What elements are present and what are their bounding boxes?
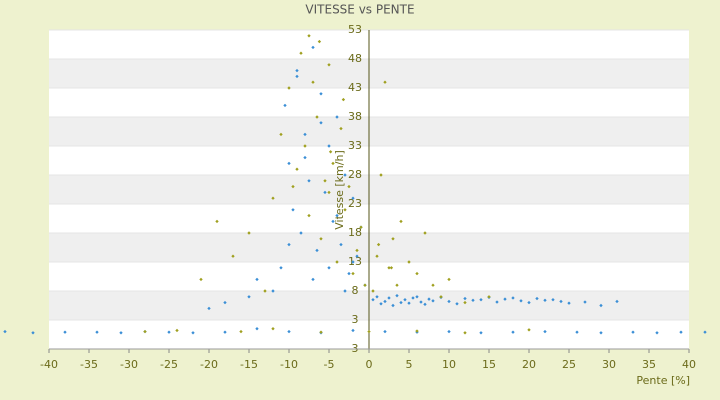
scatter-point [167, 330, 171, 334]
x-tick-label: -5 [324, 358, 335, 371]
y-tick-label: 43 [348, 81, 362, 94]
scatter-point [311, 45, 315, 50]
scatter-point [527, 300, 531, 305]
x-tick-label: 5 [406, 358, 413, 371]
scatter-point [311, 80, 315, 84]
x-tick-label: 15 [482, 358, 496, 371]
scatter-point [215, 219, 219, 224]
scatter-point [341, 97, 346, 102]
x-tick-label: -25 [160, 358, 178, 371]
scatter-point [599, 303, 603, 308]
scatter-point [175, 328, 179, 333]
y-axis-label: Vitesse [km/h] [333, 150, 346, 230]
y-tick-label: 3 [352, 313, 359, 326]
x-tick-label: 20 [522, 358, 536, 371]
scatter-point [191, 331, 195, 335]
scatter-point [315, 115, 319, 119]
scatter-point [535, 296, 539, 301]
y-tick-label: 18 [348, 226, 362, 239]
scatter-point [223, 330, 227, 334]
scatter-point [543, 329, 547, 334]
x-tick-label: 0 [366, 358, 373, 371]
y-tick-label: 38 [348, 110, 362, 123]
scatter-point [255, 277, 259, 282]
scatter-point [143, 329, 147, 334]
scatter-point [255, 327, 259, 331]
scatter-point [247, 295, 251, 299]
scatter-point [287, 86, 291, 90]
x-tick-label: -15 [240, 358, 258, 371]
x-tick-label: 10 [442, 358, 456, 371]
scatter-point [339, 126, 343, 131]
y-tick-label: 53 [348, 23, 362, 36]
x-tick-label: -30 [120, 358, 138, 371]
scatter-point [559, 299, 563, 304]
y-tick-label: 48 [348, 52, 362, 65]
scatter-point [615, 299, 619, 304]
scatter-point [383, 80, 387, 84]
scatter-point [295, 68, 299, 73]
scatter-point [223, 300, 227, 305]
chart-title: VITESSE vs PENTE [305, 3, 414, 17]
x-tick-label: 25 [562, 358, 576, 371]
scatter-point [299, 51, 303, 55]
y-tick-label: 28 [348, 168, 362, 181]
scatter-point [239, 329, 243, 334]
x-tick-label: -40 [40, 358, 58, 371]
y-tick-label: 23 [348, 197, 362, 210]
scatter-point [199, 277, 203, 282]
scatter-point [335, 115, 339, 119]
x-axis-label: Pente [%] [636, 374, 690, 387]
scatter-point [95, 330, 99, 334]
x-tick-label: 40 [682, 358, 696, 371]
x-tick-label: -10 [280, 358, 298, 371]
scatter-point [307, 34, 311, 38]
x-tick-label: 30 [602, 358, 616, 371]
y-tick-label: 8 [352, 284, 359, 297]
x-tick-label: 35 [642, 358, 656, 371]
scatter-point [207, 306, 211, 311]
x-tick-label: -20 [200, 358, 218, 371]
scatter-point [599, 331, 603, 335]
scatter-point [655, 331, 659, 335]
scatter-point [231, 254, 235, 258]
scatter-point [247, 231, 251, 235]
scatter-point [551, 298, 555, 302]
y-tick-label: 13 [348, 255, 362, 268]
scatter-point [543, 298, 547, 302]
y-tick-label: 33 [348, 139, 362, 152]
x-tick-label: -35 [80, 358, 98, 371]
